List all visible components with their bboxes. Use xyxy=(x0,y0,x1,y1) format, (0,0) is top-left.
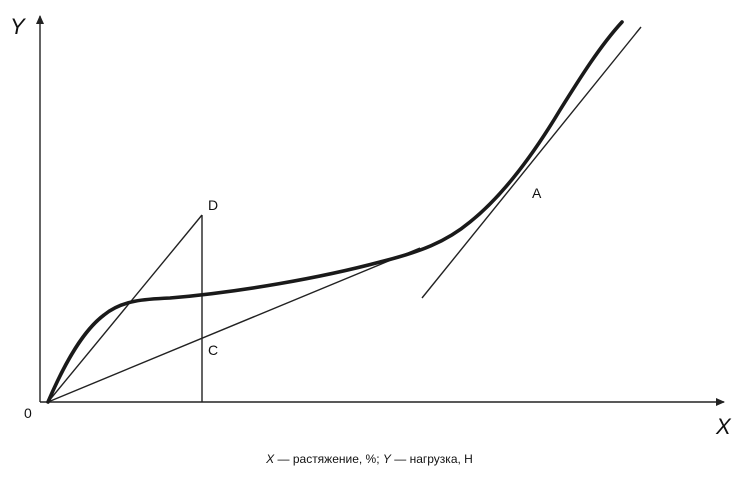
caption-y-text: — нагрузка, Н xyxy=(390,452,473,466)
caption-x-symbol: X xyxy=(266,452,275,466)
initial-tangent-line-od xyxy=(47,214,203,403)
point-d-label: D xyxy=(208,197,218,213)
figure-caption: X — растяжение, %; Y — нагрузка, Н xyxy=(0,452,739,466)
point-a-label: A xyxy=(532,185,542,201)
load-elongation-curve xyxy=(46,20,624,404)
point-c-label: C xyxy=(208,342,218,358)
caption-y-symbol: Y xyxy=(382,452,391,466)
tangent-line-at-a xyxy=(421,26,642,299)
origin-label: 0 xyxy=(24,405,32,421)
x-axis-label: X xyxy=(715,414,732,439)
secant-line-oc xyxy=(47,247,421,403)
y-axis-label: Y xyxy=(10,14,26,39)
caption-x-text: — растяжение, %; xyxy=(274,452,383,466)
